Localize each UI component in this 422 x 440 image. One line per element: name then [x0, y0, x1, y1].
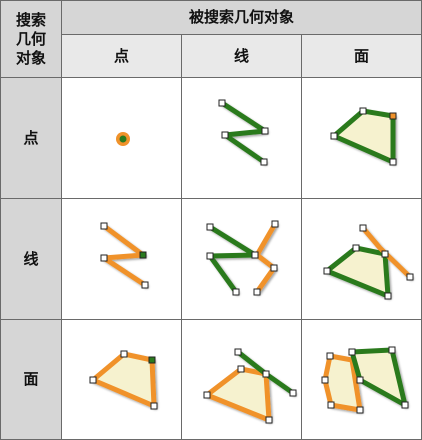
vertex — [326, 352, 334, 360]
search-line — [254, 221, 278, 295]
column-header-label: 点 — [113, 46, 129, 65]
vertex — [271, 220, 279, 228]
searched-polygon — [331, 108, 396, 165]
column-header-line: 线 — [181, 34, 302, 78]
vertex — [356, 406, 364, 414]
vertex — [141, 281, 149, 289]
row-header-point: 点 — [0, 77, 62, 199]
vertex — [359, 107, 367, 115]
vertex — [232, 288, 240, 296]
point-search-line — [219, 100, 268, 165]
vertex — [401, 401, 409, 409]
search-line — [101, 223, 148, 288]
vertex — [206, 223, 214, 231]
vertex — [265, 416, 273, 424]
vertex — [234, 348, 242, 356]
vertex — [251, 251, 259, 259]
corner-header: 搜索 几何 对象 — [0, 0, 62, 78]
vertex — [221, 131, 229, 139]
row-header-line: 线 — [0, 198, 62, 320]
search-polygon — [204, 366, 272, 423]
polygon-search-line — [204, 349, 296, 423]
polygon-search-point-vertices — [89, 350, 158, 410]
vertex — [253, 288, 261, 296]
line-search-line-vertices — [206, 220, 279, 296]
polygon-search-polygon-vertices — [321, 346, 409, 414]
column-header-label: 线 — [233, 46, 249, 65]
searched-line — [219, 100, 268, 165]
vertex — [321, 376, 329, 384]
vertex — [150, 402, 158, 410]
vertex — [262, 370, 270, 378]
row-header-label: 点 — [23, 128, 39, 147]
point-search-polygon-vertices — [330, 107, 397, 166]
vertex — [381, 250, 389, 258]
line-search-polygon — [324, 225, 413, 299]
vertex — [261, 127, 269, 135]
top-header-label: 被搜索几何对象 — [188, 8, 294, 26]
vertex — [203, 391, 211, 399]
vertex — [359, 224, 367, 232]
line-search-polygon-vertices — [323, 224, 414, 300]
searched-point-vertex — [139, 251, 147, 259]
row-header-label: 线 — [23, 249, 39, 268]
polygon-search-point — [90, 351, 157, 409]
vertex — [356, 376, 364, 384]
column-header-point: 点 — [61, 34, 182, 78]
vertex — [323, 267, 331, 275]
polygon-search-line-vertices — [203, 348, 297, 424]
point-search-point — [116, 132, 130, 146]
top-header: 被搜索几何对象 — [61, 0, 422, 35]
line-search-point — [101, 223, 148, 288]
vertex — [120, 350, 128, 358]
vertex — [384, 292, 392, 300]
point-search-line-vertices — [218, 99, 269, 166]
vertex — [348, 348, 356, 356]
search-point-vertex — [389, 112, 397, 120]
column-header-label: 面 — [353, 46, 369, 65]
searched-point — [119, 135, 127, 143]
searched-polygon — [324, 245, 391, 299]
vertex — [330, 132, 338, 140]
line-search-point-vertices — [100, 222, 149, 289]
row-header-polygon: 面 — [0, 319, 62, 440]
vertex — [352, 244, 360, 252]
vertex — [327, 401, 335, 409]
vertex — [388, 346, 396, 354]
vertex — [89, 376, 97, 384]
vertex — [270, 264, 278, 272]
row-header-label: 面 — [23, 370, 39, 388]
search-polygon — [90, 351, 157, 409]
vertex — [289, 389, 297, 397]
vertex — [406, 273, 414, 281]
line-search-line — [207, 221, 278, 295]
vertex — [389, 158, 397, 166]
vertex — [100, 222, 108, 230]
vertex — [237, 365, 245, 373]
searched-line — [207, 224, 258, 295]
polygon-search-polygon — [322, 347, 408, 413]
point-search-polygon — [331, 108, 396, 165]
vertex — [206, 252, 214, 260]
vertex — [218, 99, 226, 107]
cell-point-line — [181, 77, 302, 199]
corner-label: 搜索 几何 对象 — [15, 10, 46, 67]
vertex — [260, 158, 268, 166]
search-polygon — [322, 353, 363, 413]
vertex — [100, 254, 108, 262]
search-line — [360, 225, 413, 280]
searched-point-vertex — [148, 356, 156, 364]
column-header-polygon: 面 — [301, 34, 422, 78]
